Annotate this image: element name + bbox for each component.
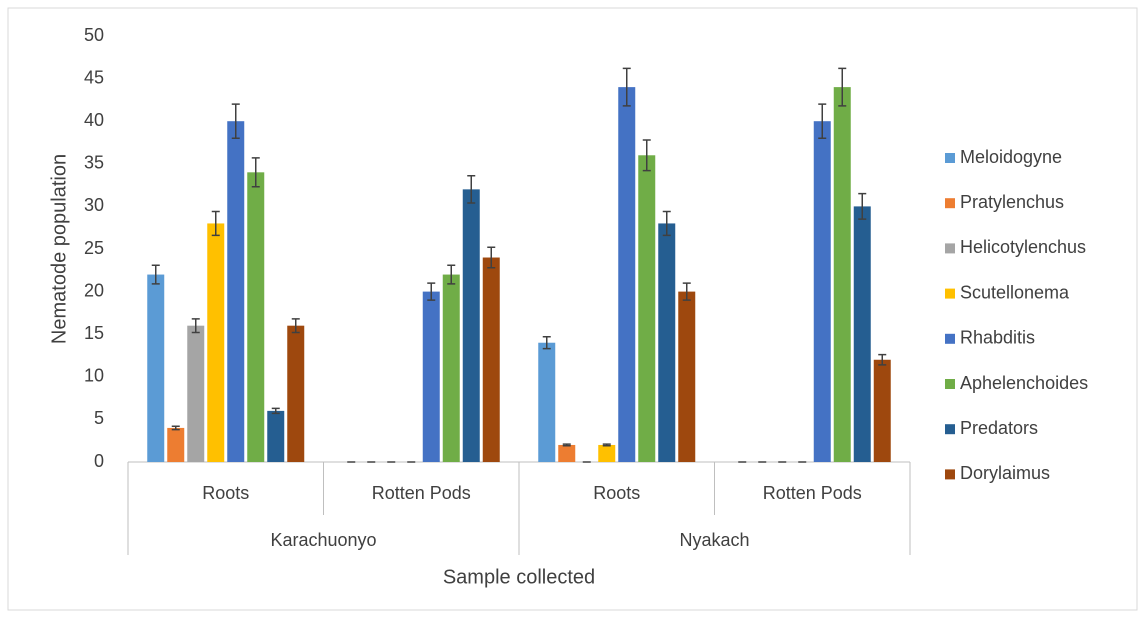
y-tick-label: 35: [84, 153, 104, 173]
bar: [442, 274, 460, 462]
error-bar: [291, 318, 300, 334]
legend-swatch: [945, 469, 955, 480]
y-tick-label: 15: [84, 323, 104, 343]
bar: [598, 444, 616, 462]
error-bar: [642, 139, 651, 172]
error-bar: [447, 264, 456, 285]
y-tick-label: 50: [84, 25, 104, 45]
bar: [638, 155, 656, 462]
error-bar: [487, 246, 496, 269]
legend-label: Helicotylenchus: [960, 237, 1086, 257]
legend-swatch: [945, 198, 955, 209]
error-bar: [231, 103, 240, 139]
bar: [267, 410, 285, 462]
y-tick-label: 45: [84, 67, 104, 87]
y-tick-label: 20: [84, 280, 104, 300]
error-bar: [662, 210, 671, 237]
error-bar: [602, 443, 611, 447]
legend-label: Meloidogyne: [960, 147, 1062, 167]
error-bar: [171, 425, 180, 431]
error-bar: [151, 264, 160, 285]
x-axis-title: Sample collected: [443, 566, 595, 588]
legend-swatch: [945, 379, 955, 389]
x-tick-label: Rotten Pods: [372, 483, 471, 503]
x-tick-label: Roots: [202, 483, 249, 503]
bar: [247, 172, 265, 462]
bar: [187, 325, 205, 462]
legend-label: Scutellonema: [960, 282, 1070, 302]
bar: [678, 291, 696, 462]
error-bar: [878, 353, 887, 366]
legend-swatch: [945, 243, 955, 254]
bar: [558, 444, 576, 462]
y-tick-label: 25: [84, 238, 104, 258]
error-bar: [271, 407, 280, 415]
error-bar: [622, 67, 631, 107]
legend-label: Predators: [960, 418, 1038, 438]
bar: [658, 223, 676, 462]
legend-swatch: [945, 333, 955, 344]
group-label: Karachuonyo: [270, 530, 376, 550]
y-tick-label: 40: [84, 110, 104, 130]
error-bar: [251, 157, 260, 188]
bar: [618, 87, 636, 463]
error-bar: [818, 103, 827, 139]
bar: [873, 359, 891, 462]
bar: [813, 121, 831, 462]
y-tick-label: 10: [84, 366, 104, 386]
bar: [422, 291, 440, 462]
bar: [482, 257, 500, 462]
bar: [287, 325, 305, 462]
legend-swatch: [945, 288, 955, 299]
bar: [147, 274, 165, 462]
group-label: Nyakach: [679, 530, 749, 550]
error-bar: [427, 282, 436, 301]
legend-label: Dorylaimus: [960, 463, 1050, 483]
error-bar: [542, 336, 551, 350]
y-axis-title: Nematode population: [48, 154, 70, 344]
y-tick-label: 5: [94, 408, 104, 428]
legend-swatch: [945, 153, 955, 163]
bar: [207, 223, 225, 462]
error-bar: [191, 318, 200, 334]
y-tick-label: 30: [84, 195, 104, 215]
legend-label: Pratylenchus: [960, 192, 1064, 212]
error-bar: [838, 67, 847, 107]
legend-label: Aphelenchoides: [960, 373, 1088, 393]
bar: [462, 189, 480, 463]
bar: [167, 427, 185, 462]
error-bar: [211, 210, 220, 237]
legend-swatch: [945, 424, 955, 435]
bar: [853, 206, 871, 462]
error-bar: [682, 282, 691, 301]
error-bar: [467, 174, 476, 204]
x-tick-label: Rotten Pods: [763, 483, 862, 503]
y-tick-label: 0: [94, 451, 104, 471]
error-bar: [562, 443, 571, 447]
bar: [227, 121, 245, 462]
legend-label: Rhabditis: [960, 328, 1035, 348]
bar: [833, 87, 851, 463]
chart-border: [7, 7, 1138, 611]
bar: [538, 342, 556, 462]
x-tick-label: Roots: [593, 483, 640, 503]
error-bar: [858, 192, 867, 220]
